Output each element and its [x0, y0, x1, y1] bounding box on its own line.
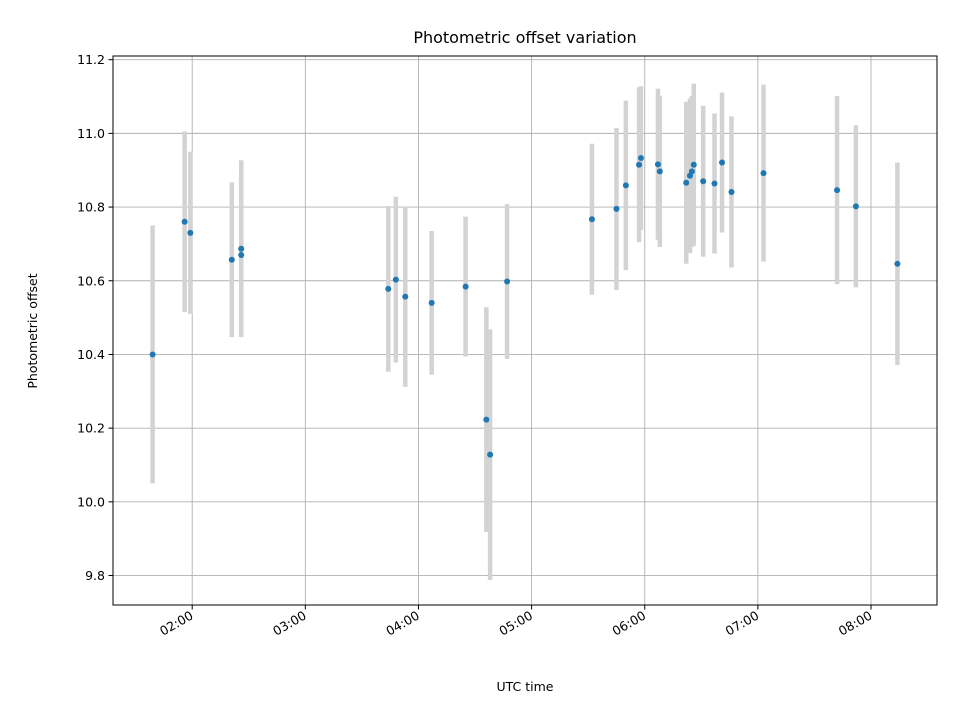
data-point — [683, 180, 689, 186]
y-tick-label: 10.8 — [77, 200, 105, 215]
data-point — [655, 161, 661, 167]
data-point — [613, 206, 619, 212]
data-point — [238, 252, 244, 258]
data-point — [719, 159, 725, 165]
data-point — [187, 230, 193, 236]
data-point — [761, 170, 767, 176]
data-point — [150, 351, 156, 357]
data-point — [487, 452, 493, 458]
data-point — [728, 189, 734, 195]
data-point — [589, 216, 595, 222]
data-point — [638, 155, 644, 161]
chart-background — [0, 0, 960, 720]
data-point — [623, 182, 629, 188]
data-point — [483, 417, 489, 423]
data-point — [429, 300, 435, 306]
data-point — [894, 261, 900, 267]
chart-title: Photometric offset variation — [413, 28, 636, 47]
y-tick-label: 11.0 — [77, 126, 105, 141]
data-point — [182, 219, 188, 225]
data-point — [712, 180, 718, 186]
data-point — [636, 162, 642, 168]
y-tick-label: 11.2 — [77, 52, 105, 67]
data-point — [463, 284, 469, 290]
data-point — [657, 168, 663, 174]
y-tick-label: 10.2 — [77, 421, 105, 436]
data-point — [834, 187, 840, 193]
y-tick-label: 10.6 — [77, 273, 105, 288]
y-tick-label: 10.4 — [77, 347, 105, 362]
y-tick-label: 9.8 — [85, 568, 105, 583]
data-point — [402, 294, 408, 300]
data-point — [853, 203, 859, 209]
data-point — [504, 278, 510, 284]
data-point — [700, 178, 706, 184]
y-axis-label: Photometric offset — [25, 273, 40, 388]
data-point — [689, 168, 695, 174]
data-point — [238, 246, 244, 252]
y-tick-label: 10.0 — [77, 494, 105, 509]
x-axis-label: UTC time — [497, 679, 554, 694]
chart: 02:00 03:00 04:00 05:00 06:00 07:00 08:00 9.81… — [0, 0, 960, 720]
data-point — [393, 277, 399, 283]
data-point — [691, 162, 697, 168]
data-point — [385, 286, 391, 292]
data-point — [229, 257, 235, 263]
